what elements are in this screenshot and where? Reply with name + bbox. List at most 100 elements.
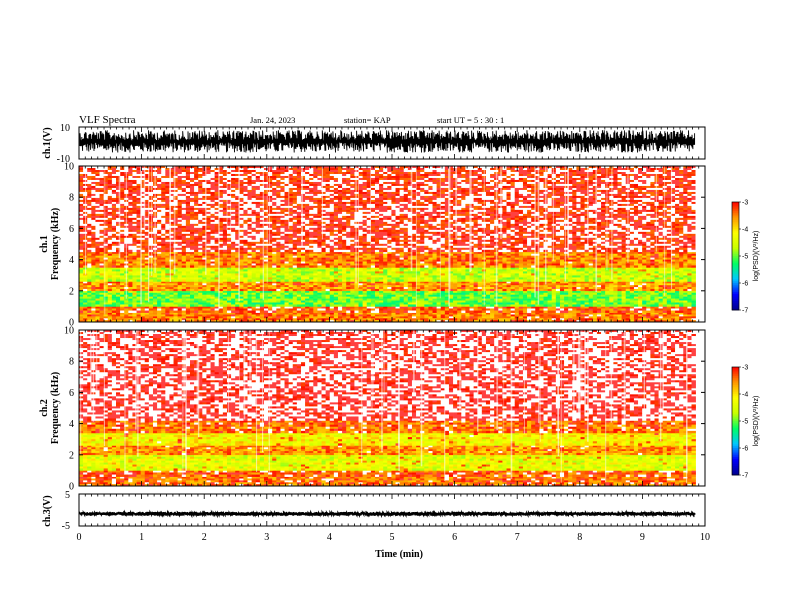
spectrogram-cell — [296, 314, 302, 317]
spectrogram-cell — [107, 283, 113, 286]
spectrogram-cell — [522, 310, 528, 313]
spectrogram-cell — [494, 320, 499, 323]
spectrogram-cell — [300, 269, 306, 272]
spectrogram-cell — [514, 314, 520, 317]
spectrogram-cell — [354, 308, 359, 311]
spectrogram-cell — [358, 314, 363, 317]
spectrogram-cell — [292, 300, 298, 303]
spectrogram-cell — [325, 316, 331, 319]
spectrogram-cell — [551, 269, 557, 272]
spectrogram-cell — [428, 273, 433, 276]
spectrogram-cell — [111, 279, 117, 282]
spectrogram-cell — [99, 253, 104, 256]
spectrogram-cell — [107, 267, 113, 270]
spectrogram-cell — [424, 290, 429, 294]
spectrogram-cell — [120, 275, 125, 278]
spectrogram-cell — [337, 285, 343, 288]
spectrogram-cell — [621, 312, 627, 315]
spectrogram-cell — [448, 304, 454, 307]
spectrogram-cell — [148, 275, 154, 278]
spectrogram-cell — [210, 302, 215, 305]
spectrogram-cell — [580, 294, 585, 297]
spectrogram-cell — [436, 318, 442, 321]
spectrogram-cell — [288, 316, 294, 319]
spectrogram-cell — [116, 275, 121, 278]
spectrogram-cell — [625, 288, 631, 292]
spectrogram-cell — [510, 287, 516, 290]
spectrogram-cell — [498, 288, 503, 292]
spectrogram-cell — [502, 288, 507, 292]
spectrogram-cell — [243, 257, 248, 260]
spectrogram-cell — [601, 285, 606, 288]
spectrogram-cell — [650, 298, 655, 301]
spectrogram-cell — [128, 261, 133, 264]
spectrogram-cell — [222, 308, 228, 311]
spectrogram-cell — [111, 257, 117, 260]
spectrogram-cell — [206, 298, 211, 301]
spectrogram-cell — [494, 308, 499, 311]
spectrogram-cell — [621, 296, 627, 299]
spectrogram-cell — [531, 310, 536, 313]
spectrogram-cell — [605, 285, 610, 288]
spectrogram-cell — [374, 253, 380, 256]
spectrogram-cell — [403, 285, 409, 288]
spectrogram-cell — [465, 273, 470, 276]
spectrogram-cell — [358, 292, 363, 295]
spectrogram-cell — [629, 302, 635, 305]
spectrogram-cell — [477, 306, 483, 309]
spectrogram-cell — [683, 269, 688, 272]
spectrogram-cell — [650, 302, 655, 305]
spectrogram-cell — [584, 275, 590, 278]
spectrogram-cell — [342, 290, 347, 294]
spectrogram-cell — [559, 275, 565, 278]
spectrogram-cell — [313, 285, 318, 288]
spectrogram-cell — [161, 267, 166, 270]
spectrogram-cell — [317, 253, 322, 256]
spectrogram-cell — [268, 314, 273, 317]
spectrogram-cell — [531, 292, 536, 295]
spectrogram-cell — [296, 279, 302, 282]
spectrogram-cell — [313, 316, 318, 319]
spectrogram-cell — [350, 275, 355, 278]
spectrogram-cell — [152, 316, 158, 319]
spectrogram-cell — [148, 308, 154, 311]
spectrogram-cell — [629, 277, 635, 280]
spectrogram-cell — [95, 318, 100, 321]
spectrogram-cell — [601, 300, 606, 303]
spectrogram-cell — [399, 304, 405, 307]
spectrogram-cell — [658, 287, 664, 290]
spectrogram-cell — [185, 281, 191, 284]
spectrogram-cell — [403, 253, 409, 256]
spectrogram-cell — [263, 277, 269, 280]
spectrogram-cell — [403, 275, 409, 278]
spectrogram-cell — [646, 304, 651, 307]
spectrogram-cell — [222, 273, 228, 276]
spectrogram-cell — [169, 304, 174, 307]
spectrogram-cell — [157, 310, 162, 313]
spectrogram-cell — [658, 300, 664, 303]
spectrogram-cell — [399, 308, 405, 311]
spectrogram-cell — [337, 316, 343, 319]
spectrogram-cell — [613, 269, 618, 272]
spectrogram-cell — [461, 267, 466, 270]
spectrogram-cell — [91, 259, 96, 262]
spectrogram-cell — [424, 306, 429, 309]
spectrogram-cell — [280, 288, 285, 292]
spectrogram-cell — [99, 320, 104, 323]
spectrogram-cell — [296, 285, 302, 288]
spectrogram-cell — [374, 281, 380, 284]
spectrogram-cell — [132, 306, 137, 309]
spectrogram-cell — [527, 308, 532, 311]
spectrogram-cell — [165, 263, 170, 266]
spectrogram-cell — [638, 290, 643, 294]
spectrogram-cell — [292, 302, 298, 305]
spectrogram-cell — [292, 277, 298, 280]
spectrogram-cell — [329, 273, 335, 276]
spectrogram-cell — [662, 294, 668, 297]
spectrogram-cell — [329, 277, 335, 280]
spectrogram-cell — [272, 275, 277, 278]
spectrogram-cell — [514, 281, 520, 284]
spectrogram-cell — [165, 318, 170, 321]
spectrogram-cell — [527, 279, 532, 282]
